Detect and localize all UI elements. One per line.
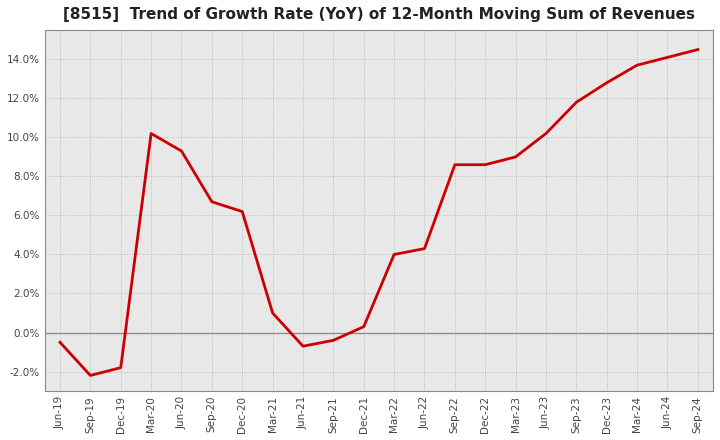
Title: [8515]  Trend of Growth Rate (YoY) of 12-Month Moving Sum of Revenues: [8515] Trend of Growth Rate (YoY) of 12-… <box>63 7 695 22</box>
